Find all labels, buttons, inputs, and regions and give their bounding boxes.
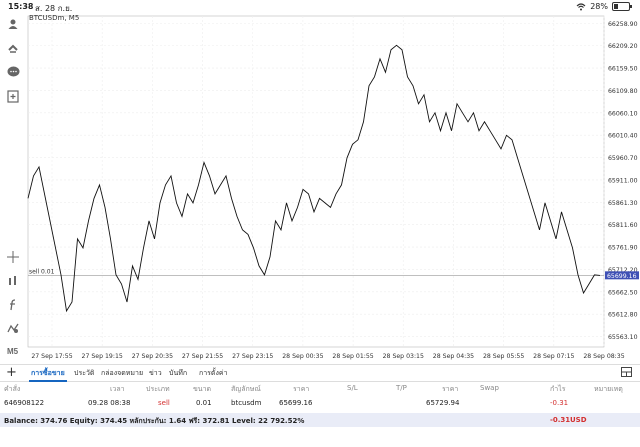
order-volume: 0.01 [196, 399, 212, 407]
col-swap: Swap [480, 384, 499, 392]
y-tick-label: 65761.90 [608, 245, 638, 252]
col-time: เวลา [110, 385, 125, 393]
account-icon[interactable] [5, 16, 21, 32]
order-profit: -0.31 [550, 399, 569, 407]
add-icon[interactable]: + [6, 365, 17, 380]
wifi-icon [576, 2, 586, 10]
x-tick-label: 27 Sep 17:55 [31, 353, 72, 360]
y-tick-label: 66109.80 [608, 88, 638, 95]
table-header: คำสั่ง เวลา ประเภท ขนาด สัญลักษณ์ ราคา S… [0, 381, 640, 395]
order-line-label: sell 0.01 [29, 268, 55, 275]
col-order: คำสั่ง [4, 385, 21, 393]
tab-trade[interactable]: การซื้อขาย [31, 369, 65, 377]
active-tab-indicator [29, 380, 67, 382]
tab-settings[interactable]: การตั้งค่า [199, 369, 228, 377]
table-row[interactable]: 646908122 09.28 08:38 sell 0.01 btcusdm … [0, 396, 640, 412]
balance-bar: Balance: 374.76 Equity: 374.45 หลักประกั… [0, 413, 640, 427]
order-type: sell [158, 399, 170, 407]
currency-label: USD [570, 416, 587, 424]
y-tick-label: 66159.50 [608, 66, 638, 73]
order-time: 09.28 08:38 [88, 399, 131, 407]
y-tick-label: 66209.20 [608, 43, 638, 50]
x-tick-label: 27 Sep 21:55 [182, 353, 223, 360]
col-volume: ขนาด [193, 385, 212, 393]
price-tag-label: 65699.16 [607, 273, 637, 280]
battery-percent: 28% [590, 2, 608, 11]
col-symbol: สัญลักษณ์ [231, 385, 261, 393]
terminal-tabs: + การซื้อขาย ประวัติ กล่องจดหมาย ข่าว บั… [0, 364, 640, 382]
y-tick-label: 65811.60 [608, 222, 638, 229]
y-tick-label: 65861.30 [608, 200, 638, 207]
order-open-price: 65699.16 [279, 399, 313, 407]
order-symbol: btcusdm [231, 399, 262, 407]
tab-history[interactable]: ประวัติ [74, 369, 95, 377]
y-tick-label: 65960.70 [608, 155, 638, 162]
timeframe-button[interactable]: M5 [5, 343, 21, 359]
chat-icon[interactable] [5, 64, 21, 80]
col-price: ราคา [442, 385, 459, 393]
status-date: ส. 28 ก.ย. [35, 4, 73, 13]
price-series-line [27, 44, 601, 313]
x-tick-label: 28 Sep 01:55 [332, 353, 373, 360]
y-tick-label: 66258.90 [608, 21, 638, 28]
y-tick-label: 65662.50 [608, 289, 638, 296]
x-tick-label: 27 Sep 19:15 [82, 353, 123, 360]
col-tp: T/P [396, 384, 407, 392]
col-profit: กำไร [550, 385, 566, 393]
x-tick-label: 28 Sep 05:55 [483, 353, 524, 360]
y-tick-label: 66060.10 [608, 110, 638, 117]
order-id: 646908122 [4, 399, 45, 407]
y-tick-label: 65563.10 [608, 334, 638, 341]
battery-icon [612, 2, 632, 11]
y-tick-label: 65612.80 [608, 312, 638, 319]
indicators-icon[interactable] [5, 273, 21, 289]
x-tick-label: 27 Sep 23:15 [232, 353, 273, 360]
crosshair-icon[interactable] [5, 249, 21, 265]
chart-canvas[interactable]: 66258.90 66209.20 66159.50 66109.80 66060.10… [26, 14, 640, 363]
x-tick-label: 28 Sep 07:15 [533, 353, 574, 360]
order-current-price: 65729.94 [426, 399, 460, 407]
new-order-icon[interactable] [5, 88, 21, 104]
x-tick-label: 28 Sep 04:35 [433, 353, 474, 360]
trade-icon[interactable] [5, 40, 21, 56]
tab-journal[interactable]: บันทึก [169, 369, 188, 377]
x-tick-label: 28 Sep 03:15 [383, 353, 424, 360]
price-tag-bg [605, 271, 639, 280]
status-time: 15:38 [8, 2, 34, 11]
col-sl: S/L [347, 384, 358, 392]
x-tick-label: 28 Sep 00:35 [282, 353, 323, 360]
col-type: ประเภท [146, 385, 170, 393]
price-chart[interactable]: 66258.90 66209.20 66159.50 66109.80 66060.10… [26, 14, 640, 363]
y-tick-label: 65712.20 [608, 267, 638, 274]
x-tick-label: 28 Sep 08:35 [583, 353, 624, 360]
svg-text:M5: M5 [7, 347, 19, 356]
status-bar: 15:38 ส. 28 ก.ย. 28% [0, 0, 640, 14]
tab-mailbox[interactable]: กล่องจดหมาย [101, 369, 144, 377]
left-toolbar: M5 [0, 14, 26, 362]
chart-symbol-label: BTCUSDm, M5 [29, 14, 80, 22]
col-open-price: ราคา [293, 385, 310, 393]
tab-news[interactable]: ข่าว [149, 369, 162, 377]
panel-toggle-icon[interactable] [621, 367, 632, 380]
function-icon[interactable] [5, 297, 21, 313]
plot-frame [27, 15, 605, 348]
y-tick-label: 65911.00 [608, 177, 638, 184]
x-tick-label: 27 Sep 20:35 [132, 353, 173, 360]
objects-icon[interactable] [5, 320, 21, 336]
balance-text: Balance: 374.76 Equity: 374.45 หลักประกั… [4, 417, 305, 425]
y-tick-label: 66010.40 [608, 133, 638, 140]
total-profit: -0.31 [550, 416, 571, 424]
col-comment: หมายเหตุ [594, 385, 623, 393]
